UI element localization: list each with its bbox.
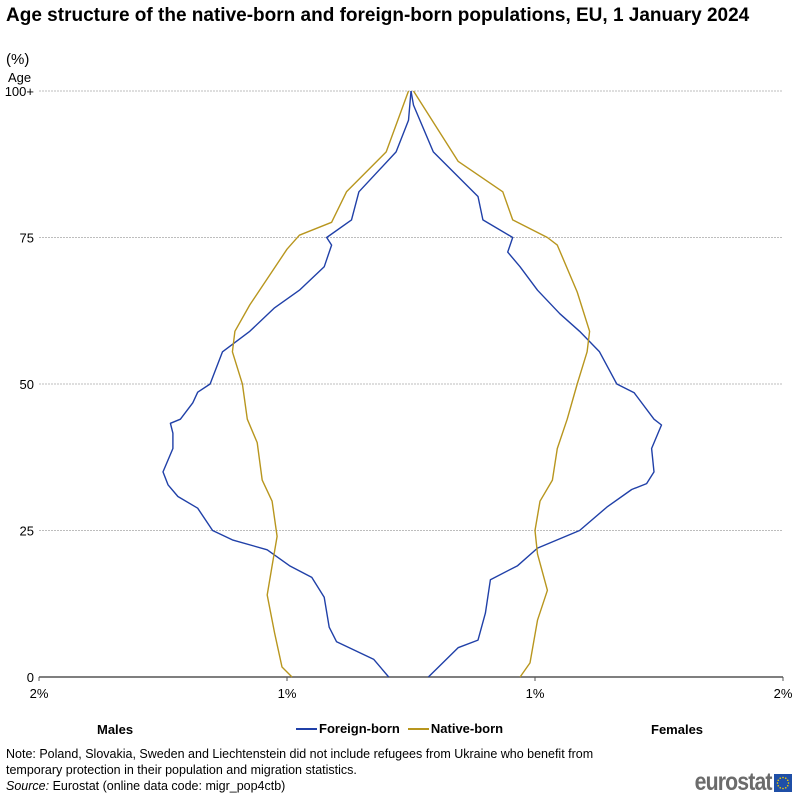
series-line-foreign-born-females [410,90,663,678]
source-body: Eurostat (online data code: migr_pop4ctb… [49,779,286,793]
source-text: Source: Eurostat (online data code: migr… [6,779,285,793]
eu-star-icon [784,786,787,789]
eu-star-icon [784,776,787,779]
legend: Foreign-born Native-born [296,721,503,736]
note-text: Note: Poland, Slovakia, Sweden and Liech… [6,747,594,777]
legend-label-foreign-born: Foreign-born [319,721,400,736]
legend-swatch-foreign-born [296,727,317,730]
series-line-native-born-males [231,90,410,678]
eu-star-icon [782,776,784,778]
legend-item-foreign-born[interactable]: Foreign-born [296,721,400,736]
series-line-foreign-born-males [162,90,412,678]
logo-wordmark: eurostat [694,768,773,796]
chart-title: Age structure of the native-born and for… [6,5,750,26]
eu-star-icon [776,781,779,784]
unit-label: (%) [6,51,30,68]
y-tick-label: 0 [27,670,34,685]
eu-star-icon [787,781,790,784]
x-tick-label: 2% [30,686,49,701]
y-tick-label: 25 [20,524,34,539]
eu-star-icon [779,786,782,789]
source-prefix: Source: [6,779,50,793]
eurostat-logo: eurostat [681,768,792,797]
y-tick-label: 75 [20,231,34,246]
eu-star-icon [782,787,784,789]
x-tick-label: 1% [526,686,545,701]
x-tick-label: 2% [774,686,793,701]
series-line-native-born-females [412,90,591,678]
legend-item-native-born[interactable]: Native-born [407,721,504,736]
females-label: Females [651,722,704,737]
x-tick-label: 1% [278,686,297,701]
y-tick-label: 50 [20,377,34,392]
eu-flag-icon [774,773,792,792]
eu-star-icon [777,784,780,787]
legend-swatch-native-born [407,727,429,730]
pyramid-chart: 0 25 50 75 100+ 2% 1% 1% 2% [5,84,793,701]
legend-label-native-born: Native-born [430,721,504,736]
eu-star-icon [786,778,789,781]
eu-star-icon [786,784,789,787]
eu-star-icon [777,778,780,781]
y-axis-label: Age [8,70,32,85]
eu-star-icon [779,776,782,779]
y-tick-label: 100+ [5,84,34,99]
males-label: Males [97,722,134,737]
